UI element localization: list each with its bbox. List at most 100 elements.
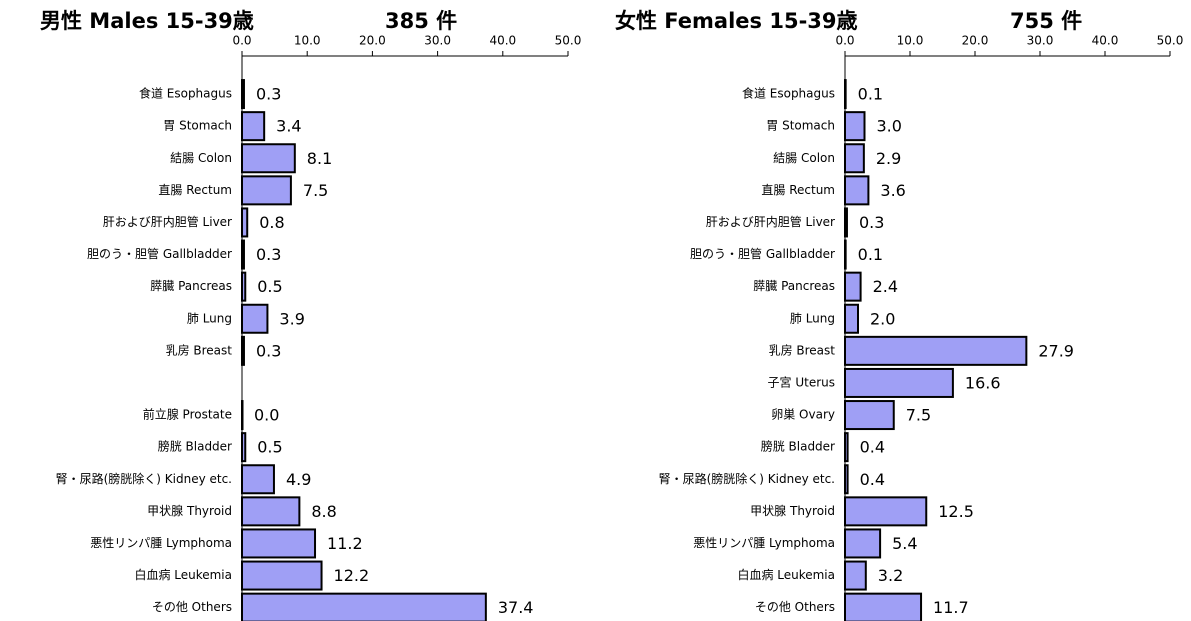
value-label: 37.4 (498, 598, 534, 617)
chart-title: 女性 Females 15-39歳 (615, 9, 858, 33)
value-label: 7.5 (303, 181, 328, 200)
category-label: 白血病 Leukemia (134, 567, 232, 582)
category-label: 白血病 Leukemia (737, 567, 835, 582)
category-label: 胆のう・胆管 Gallbladder (87, 246, 232, 261)
value-label: 8.8 (311, 502, 336, 521)
value-label: 0.5 (257, 438, 282, 457)
category-label: 膵臓 Pancreas (753, 279, 835, 293)
category-label: 肝および肝内胆管 Liver (103, 214, 232, 229)
x-tick-label: 30.0 (424, 34, 451, 48)
category-label: その他 Others (152, 600, 232, 614)
bar (844, 464, 849, 495)
value-label: 0.3 (256, 245, 281, 264)
x-tick-label: 0.0 (835, 34, 854, 48)
category-label: 子宮 Uterus (768, 374, 835, 389)
bar (844, 560, 867, 591)
x-tick-label: 10.0 (897, 34, 924, 48)
category-label: 悪性リンパ腫 Lymphoma (90, 536, 232, 550)
value-label: 3.6 (880, 181, 905, 200)
x-tick-label: 10.0 (294, 34, 321, 48)
category-label: 卵巣 Ovary (771, 408, 835, 422)
value-label: 0.4 (860, 470, 885, 489)
bar (241, 303, 269, 334)
value-label: 0.5 (257, 277, 282, 296)
x-tick-label: 50.0 (555, 34, 582, 48)
value-label: 4.9 (286, 470, 311, 489)
value-label: 3.0 (877, 117, 902, 136)
value-label: 0.3 (859, 213, 884, 232)
value-label: 3.4 (276, 117, 301, 136)
bar (844, 432, 849, 463)
category-label: 食道 Esophagus (742, 86, 835, 101)
category-label: 食道 Esophagus (139, 86, 232, 101)
value-label: 2.0 (870, 309, 895, 328)
bar (241, 592, 487, 621)
chart-title: 男性 Males 15-39歳 (40, 9, 254, 33)
value-label: 0.0 (254, 406, 279, 425)
x-tick-label: 40.0 (489, 34, 516, 48)
bar (844, 111, 866, 142)
bar (241, 400, 244, 431)
category-label: 肺 Lung (790, 311, 835, 325)
category-label: 直腸 Rectum (761, 183, 835, 197)
bar (844, 271, 862, 302)
bar (844, 496, 928, 527)
bar (241, 496, 301, 527)
bar (241, 464, 275, 495)
bar (241, 239, 245, 270)
bar (241, 207, 249, 238)
category-label: 膀胱 Bladder (158, 439, 232, 454)
bar (844, 335, 1028, 366)
value-label: 27.9 (1038, 341, 1074, 360)
chart-subtitle: 755 件 (1010, 9, 1082, 33)
bar (241, 528, 317, 559)
x-tick-label: 0.0 (232, 34, 251, 48)
category-label: 胃 Stomach (163, 119, 232, 133)
value-label: 3.9 (279, 309, 304, 328)
value-label: 0.1 (858, 245, 883, 264)
value-label: 0.3 (256, 85, 281, 104)
value-label: 0.3 (256, 341, 281, 360)
value-label: 7.5 (906, 406, 931, 425)
bar (844, 400, 895, 431)
bar (844, 239, 847, 270)
category-label: 乳房 Breast (166, 342, 233, 357)
category-label: 膀胱 Bladder (761, 439, 835, 454)
bar (844, 367, 954, 398)
value-label: 16.6 (965, 373, 1001, 392)
category-label: 肺 Lung (187, 311, 232, 325)
value-label: 0.8 (259, 213, 284, 232)
category-label: 肝および肝内胆管 Liver (706, 214, 835, 229)
chart-subtitle: 385 件 (385, 9, 457, 33)
category-label: 甲状腺 Thyroid (147, 504, 232, 518)
category-label: 結腸 Colon (773, 151, 835, 165)
value-label: 0.4 (860, 438, 885, 457)
bar (241, 175, 292, 206)
bar (844, 303, 859, 334)
category-label: その他 Others (755, 600, 835, 614)
value-label: 12.2 (334, 566, 370, 585)
category-label: 腎・尿路(膀胱除く) Kidney etc. (56, 471, 232, 486)
category-label: 膵臓 Pancreas (150, 279, 232, 293)
value-label: 5.4 (892, 534, 917, 553)
value-label: 3.2 (878, 566, 903, 585)
bar (844, 79, 847, 110)
bar (844, 528, 882, 559)
category-label: 乳房 Breast (769, 342, 836, 357)
category-label: 前立腺 Prostate (143, 407, 232, 422)
category-label: 胃 Stomach (766, 119, 835, 133)
x-tick-label: 40.0 (1092, 34, 1119, 48)
bar (241, 432, 247, 463)
value-label: 12.5 (938, 502, 974, 521)
x-tick-label: 20.0 (359, 34, 386, 48)
x-tick-label: 20.0 (962, 34, 989, 48)
category-label: 腎・尿路(膀胱除く) Kidney etc. (659, 471, 835, 486)
value-label: 2.4 (873, 277, 898, 296)
bar (241, 79, 245, 110)
category-label: 悪性リンパ腫 Lymphoma (693, 536, 835, 550)
bar (844, 592, 923, 621)
category-label: 甲状腺 Thyroid (750, 504, 835, 518)
x-tick-label: 30.0 (1027, 34, 1054, 48)
bar (241, 560, 323, 591)
